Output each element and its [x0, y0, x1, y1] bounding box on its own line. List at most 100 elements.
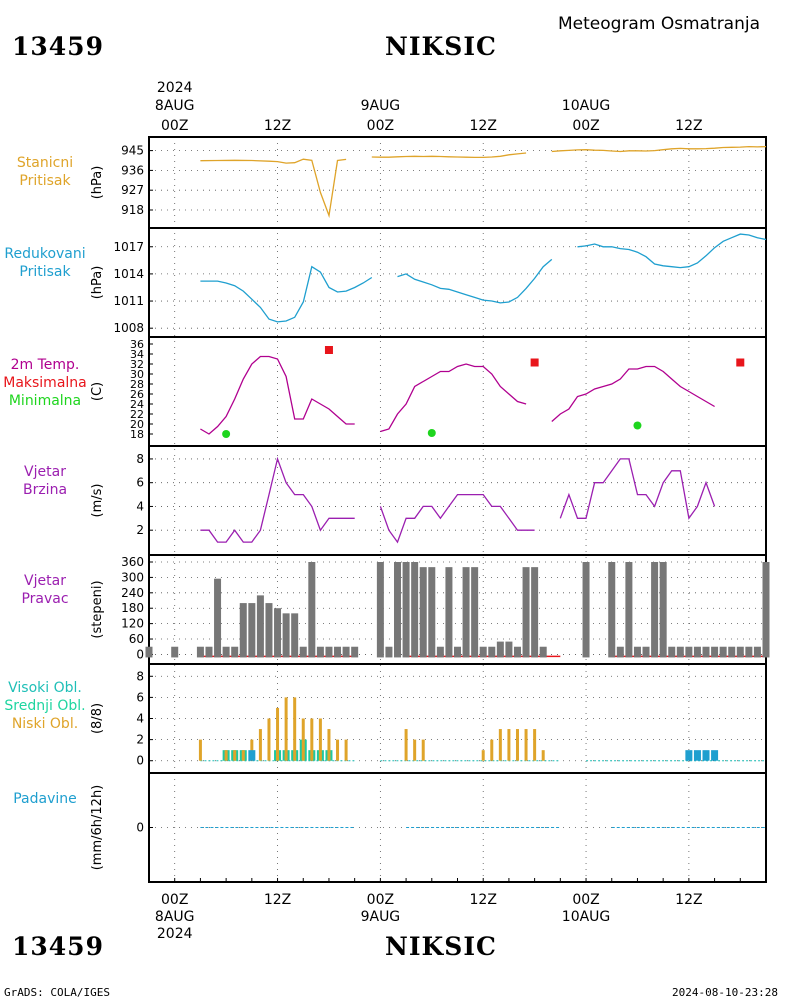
- wind-direction-bar: [762, 562, 770, 658]
- wind-direction-bar: [651, 562, 659, 658]
- panel-label: Maksimalna: [3, 375, 87, 391]
- y-tick-label: 240: [121, 586, 144, 600]
- y-tick-label: 18: [130, 428, 144, 441]
- y-tick-label: 34: [130, 348, 144, 361]
- wind-direction-bar: [625, 562, 633, 658]
- high-cloud-bar: [685, 750, 693, 761]
- wind-direction-bar: [676, 646, 684, 658]
- wind-direction-bar: [436, 646, 444, 658]
- reduced-pressure-line: [397, 258, 553, 304]
- temperature-line: [200, 355, 355, 435]
- max-temperature-marker: [736, 358, 745, 367]
- wind-direction-bar: [351, 646, 359, 658]
- y-tick-label: 26: [130, 388, 144, 401]
- station-pressure-line: [371, 152, 527, 159]
- wind-direction-bar: [728, 646, 736, 658]
- wind-direction-bar: [745, 646, 753, 658]
- year-label-bottom: 2024: [157, 926, 193, 942]
- low-cloud-bar: [498, 729, 502, 761]
- high-cloud-bar: [702, 750, 710, 761]
- y-tick-label: 120: [121, 617, 144, 631]
- y-axis-unit-label: (C): [90, 382, 105, 401]
- date-label-top: 9AUG: [361, 98, 401, 114]
- high-cloud-bar: [693, 750, 701, 761]
- wind-direction-bar: [265, 603, 273, 658]
- wind-direction-bar: [299, 646, 307, 658]
- high-cloud-bar: [248, 750, 256, 761]
- y-tick-label: 0: [136, 754, 144, 768]
- wind-direction-bar: [659, 562, 667, 658]
- date-label-bottom: 9AUG: [361, 909, 401, 925]
- y-tick-label: 360: [121, 555, 144, 569]
- wind-direction-bar: [642, 646, 650, 658]
- y-tick-label: 918: [121, 203, 144, 217]
- x-tick-label-top: 12Z: [264, 118, 291, 134]
- y-axis-unit-label: (m/s): [90, 484, 105, 518]
- y-tick-label: 300: [121, 570, 144, 584]
- low-cloud-bar: [507, 729, 511, 761]
- date-label-bottom: 8AUG: [155, 909, 195, 925]
- wind-direction-bar: [633, 646, 641, 658]
- y-tick-label: 60: [129, 632, 144, 646]
- wind-direction-bar: [205, 646, 213, 658]
- reduced-pressure-line: [577, 233, 767, 269]
- low-cloud-bar: [258, 729, 262, 761]
- max-temperature-marker: [324, 346, 333, 354]
- x-tick-label-bottom: 12Z: [470, 892, 497, 908]
- x-tick-label-top: 00Z: [367, 118, 394, 134]
- panel-label: 2m Temp.: [11, 357, 80, 373]
- low-cloud-bar: [293, 697, 297, 761]
- low-cloud-bar: [541, 750, 545, 761]
- y-axis-unit-label: (mm/6h/12h): [90, 785, 105, 871]
- wind-direction-bar: [668, 646, 676, 658]
- y-tick-label: 180: [121, 601, 144, 615]
- wind-direction-bar: [376, 562, 384, 658]
- date-label-bottom: 10AUG: [562, 909, 611, 925]
- wind-direction-bar: [693, 646, 701, 658]
- wind-direction-bar: [454, 646, 461, 658]
- y-tick-label: 1011: [113, 294, 144, 308]
- panel-label: Vjetar: [24, 573, 66, 589]
- min-temperature-marker: [222, 430, 231, 438]
- wind-direction-bar: [522, 567, 530, 658]
- y-tick-label: 6: [136, 690, 144, 704]
- wind-direction-bar: [531, 567, 539, 658]
- station-number-bottom: 13459: [12, 932, 104, 961]
- panel-label: Pravac: [21, 591, 68, 607]
- wind-direction-bar: [479, 646, 487, 658]
- wind-direction-bar: [513, 646, 521, 658]
- chart-frame: [148, 136, 767, 883]
- y-tick-label: 2: [136, 733, 144, 747]
- wind-direction-bar: [231, 646, 239, 658]
- year-label-top: 2024: [157, 80, 193, 96]
- wind-direction-bar: [685, 646, 693, 658]
- wind-direction-bar: [736, 646, 744, 658]
- wind-direction-bar: [582, 562, 590, 658]
- wind-direction-bar: [471, 567, 479, 658]
- wind-speed-line: [379, 493, 535, 544]
- panel-label: Redukovani: [4, 246, 85, 262]
- y-tick-label: 4: [136, 712, 144, 726]
- wind-direction-bar: [505, 641, 513, 658]
- x-tick-label-bottom: 12Z: [675, 892, 702, 908]
- low-cloud-bar: [284, 697, 288, 761]
- y-axis-unit-label: (stepeni): [90, 580, 105, 638]
- low-cloud-bar: [301, 718, 305, 761]
- y-tick-label: 24: [130, 398, 144, 411]
- reduced-pressure-line: [200, 265, 373, 323]
- panel-label: Vjetar: [24, 464, 66, 480]
- x-tick-label-bottom: 00Z: [161, 892, 188, 908]
- min-temperature-marker: [633, 421, 642, 430]
- wind-direction-bar: [274, 608, 282, 658]
- wind-direction-bar: [334, 646, 342, 658]
- y-axis-unit-label: (hPa): [90, 266, 105, 300]
- wind-direction-bar: [171, 646, 179, 658]
- y-tick-label: 0: [136, 821, 144, 835]
- temperature-line: [551, 365, 715, 422]
- station-pressure-line: [551, 145, 767, 153]
- x-tick-label-top: 00Z: [161, 118, 188, 134]
- y-axis-unit-label: (8/8): [90, 703, 105, 734]
- station-name-bottom: NIKSIC: [385, 932, 497, 961]
- y-tick-label: 32: [130, 358, 144, 371]
